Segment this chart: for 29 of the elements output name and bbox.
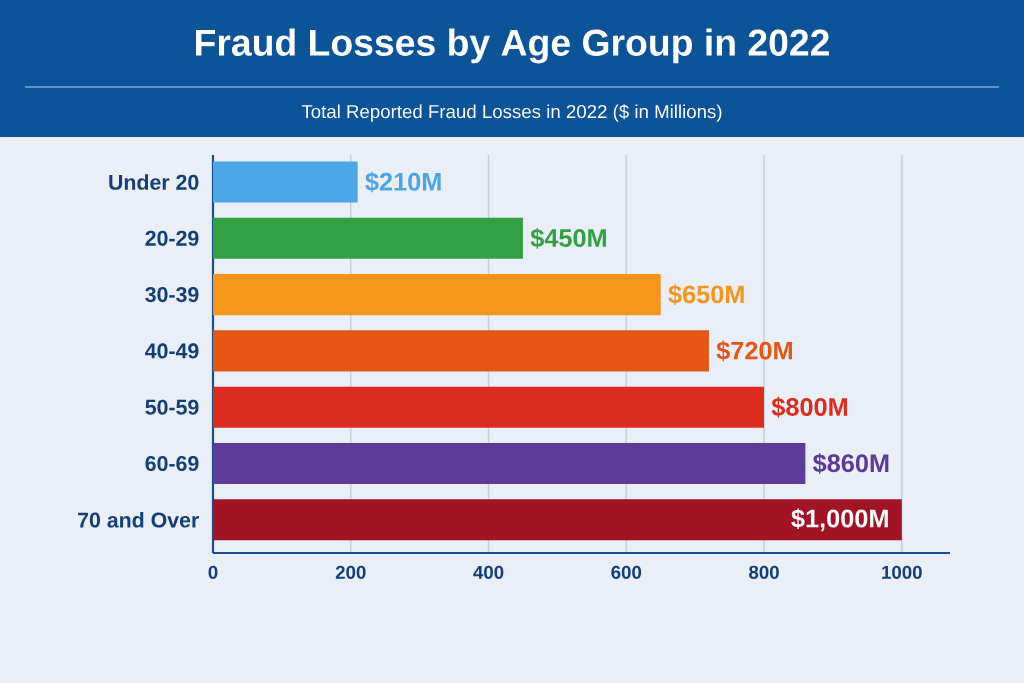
data-label: $650M bbox=[668, 284, 744, 305]
y-tick-label: 50-59 bbox=[145, 399, 199, 415]
data-label: $1,000M bbox=[791, 508, 888, 532]
bar bbox=[213, 274, 661, 316]
x-tick-label: 800 bbox=[749, 565, 779, 579]
y-tick-label: 60-69 bbox=[145, 455, 199, 472]
bar bbox=[213, 330, 709, 372]
y-tick-label: 30-39 bbox=[145, 287, 199, 303]
y-tick-label: 70 and Over bbox=[78, 511, 199, 528]
data-label: $210M bbox=[365, 171, 441, 193]
bar bbox=[213, 217, 523, 259]
chart-title: Fraud Losses by Age Group in 2022 bbox=[196, 28, 829, 64]
bar bbox=[213, 386, 765, 428]
y-tick-label: 40-49 bbox=[145, 343, 199, 359]
data-label: $450M bbox=[530, 227, 606, 249]
data-label: $720M bbox=[716, 340, 792, 362]
bar bbox=[213, 442, 806, 485]
x-tick-label: 200 bbox=[335, 565, 366, 579]
chart-subtitle: Total Reported Fraud Losses in 2022 ($ in Millions) bbox=[301, 104, 722, 122]
y-tick-label: 20-29 bbox=[145, 230, 199, 246]
data-label: $800M bbox=[771, 396, 848, 418]
bar bbox=[213, 161, 358, 203]
x-tick-label: 600 bbox=[611, 565, 642, 579]
bar bbox=[213, 499, 902, 541]
x-tick-label: 400 bbox=[473, 565, 504, 579]
data-label: $860M bbox=[812, 453, 889, 474]
x-tick-label: 1000 bbox=[882, 565, 922, 579]
y-tick-label: Under 20 bbox=[109, 174, 199, 190]
x-tick-label: 0 bbox=[208, 565, 218, 579]
